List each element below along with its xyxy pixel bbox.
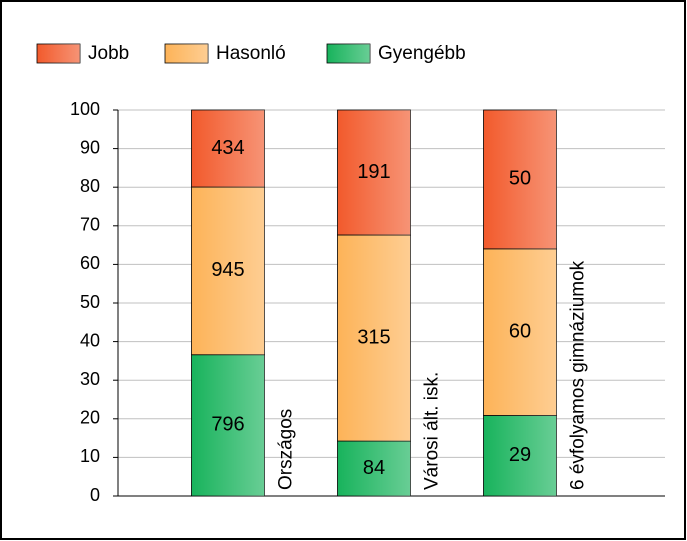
legend-swatch-shine: [37, 44, 80, 63]
bar-shine: [337, 110, 411, 235]
value-label: 50: [509, 168, 531, 190]
y-tick-label: 10: [80, 446, 100, 466]
legend-swatch-shine: [165, 44, 208, 63]
y-tick-label: 20: [80, 408, 100, 428]
bar-shine: [191, 110, 265, 188]
y-tick-label: 0: [90, 485, 100, 505]
value-label: 434: [211, 137, 244, 159]
category-label: 6 évfolyamos gimnáziumok: [568, 260, 589, 490]
y-tick-label: 50: [80, 292, 100, 312]
y-tick-label: 30: [80, 369, 100, 389]
bar-shine: [483, 110, 557, 249]
bar-shine: [191, 187, 265, 355]
value-label: 84: [363, 457, 385, 479]
value-label: 945: [211, 259, 244, 281]
value-label: 29: [509, 444, 531, 466]
y-tick-label: 100: [70, 99, 100, 119]
y-tick-label: 80: [80, 176, 100, 196]
value-label: 315: [357, 326, 390, 348]
bar-shine: [483, 248, 557, 416]
bar-shine: [483, 415, 557, 496]
bar-shine: [337, 441, 411, 496]
category-label: Országos: [276, 409, 297, 490]
value-label: 796: [211, 414, 244, 436]
legend-label: Jobb: [88, 43, 129, 64]
y-tick-label: 60: [80, 253, 100, 273]
category-label: Városi ált. isk.: [422, 372, 443, 490]
legend-swatch-shine: [327, 44, 370, 63]
y-tick-label: 70: [80, 215, 100, 235]
legend-label: Gyengébb: [378, 43, 466, 64]
bar-shine: [337, 234, 411, 442]
bar-shine: [191, 354, 265, 496]
value-label: 191: [357, 161, 390, 183]
legend-label: Hasonló: [216, 43, 286, 64]
y-tick-label: 40: [80, 330, 100, 350]
y-tick-label: 90: [80, 137, 100, 157]
value-label: 60: [509, 320, 531, 342]
